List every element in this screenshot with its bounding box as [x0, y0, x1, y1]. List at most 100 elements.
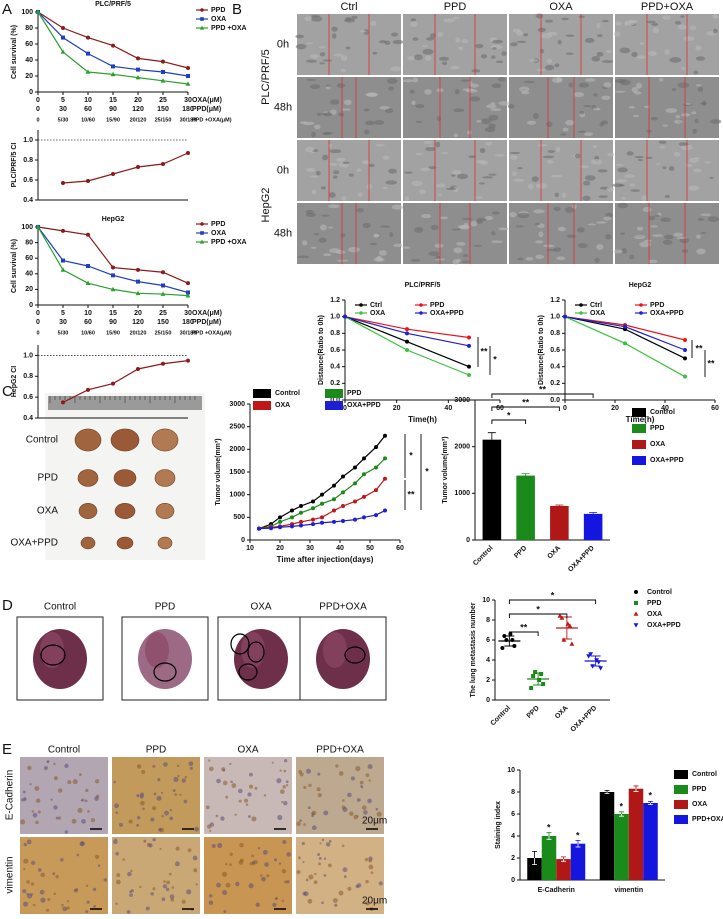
nucleus	[169, 816, 173, 821]
significance-label: **	[707, 358, 715, 368]
cell-texture	[415, 120, 423, 123]
cell-texture	[390, 32, 399, 37]
cell-texture	[389, 231, 394, 238]
nucleus	[211, 843, 216, 849]
nucleus	[43, 765, 49, 771]
nucleus	[283, 769, 287, 773]
cell-texture	[460, 79, 470, 82]
nucleus	[115, 811, 119, 815]
y-tick-label: 0.4	[330, 364, 340, 371]
x-row-label: 150	[157, 319, 169, 326]
nucleus	[215, 814, 219, 818]
legend-label: Control	[692, 771, 717, 778]
cell-texture	[491, 211, 500, 215]
point	[136, 165, 140, 169]
nucleus	[20, 819, 26, 825]
error-bar	[546, 832, 552, 836]
nucleus	[225, 795, 229, 799]
cell-texture	[523, 80, 535, 84]
point	[85, 280, 91, 285]
cell-texture	[322, 154, 329, 161]
nucleus	[356, 814, 359, 818]
cell-texture	[391, 204, 404, 210]
nucleus	[189, 766, 193, 770]
cell-texture	[510, 155, 518, 160]
point	[353, 517, 357, 522]
nucleus	[307, 898, 313, 904]
cell-texture	[700, 213, 712, 217]
x-tick-label: 60	[711, 405, 719, 412]
nucleus	[193, 868, 198, 873]
nucleus	[62, 906, 68, 912]
cell-texture	[414, 54, 423, 61]
cell-texture	[407, 56, 415, 61]
cell-texture	[305, 167, 316, 172]
y-tick-label: 100	[21, 9, 33, 16]
x-tick-label: 30	[184, 97, 192, 104]
cell-texture	[607, 152, 615, 157]
cell-texture	[410, 18, 417, 22]
y-tick-label: 60	[25, 41, 33, 48]
nucleus	[81, 818, 86, 824]
cell-texture	[484, 216, 494, 221]
point	[86, 51, 90, 56]
point	[278, 519, 282, 524]
nucleus	[22, 790, 26, 794]
nucleus	[284, 880, 288, 884]
cell-texture	[587, 223, 597, 226]
point	[85, 69, 91, 74]
cell-texture	[311, 189, 317, 195]
error-bar	[487, 432, 496, 440]
nucleus	[238, 788, 243, 794]
cell-texture	[321, 214, 330, 217]
cell-texture	[462, 217, 474, 221]
x-row-label: 5/30	[58, 117, 69, 123]
point	[531, 674, 536, 678]
nucleus	[264, 862, 269, 867]
point	[383, 508, 387, 513]
error-bar	[533, 672, 544, 686]
cell-line-label: HepG2	[260, 188, 272, 223]
legend-marker	[199, 25, 205, 30]
cell-texture	[525, 256, 534, 261]
cell-texture	[617, 167, 628, 173]
cell-texture	[574, 153, 581, 159]
metastasis-circle	[153, 662, 177, 682]
y-axis-label: Distance(Ratio to 0h)	[538, 315, 545, 385]
nucleus	[302, 891, 307, 896]
cell-texture	[678, 142, 689, 146]
cell-texture	[410, 21, 418, 27]
cell-texture	[311, 131, 316, 138]
nucleus	[115, 851, 119, 856]
nucleus	[136, 794, 140, 798]
legend-marker	[200, 222, 204, 226]
y-tick-label: 0.8	[23, 373, 33, 380]
cell-texture	[446, 187, 457, 191]
point	[86, 264, 90, 268]
point	[405, 348, 409, 352]
cell-texture	[613, 249, 623, 254]
x-axis-label: Time after injection(days)	[277, 555, 374, 564]
point	[500, 646, 505, 650]
x-tick-label: 0	[36, 310, 40, 317]
y-tick-label: 0.6	[550, 347, 560, 354]
nucleus	[209, 894, 213, 898]
legend-marker	[579, 303, 583, 307]
cell-texture	[453, 108, 465, 113]
y-tick-label: 60	[25, 255, 33, 262]
x-row-label: 60	[84, 319, 92, 326]
x-tick-label: 40	[336, 545, 344, 552]
cell-texture	[356, 168, 362, 173]
cell-texture	[556, 76, 562, 83]
cell-texture	[388, 168, 397, 174]
cell-texture	[538, 231, 544, 238]
cell-texture	[488, 114, 499, 121]
nucleus	[223, 909, 227, 913]
nucleus	[23, 858, 29, 864]
cell-texture	[385, 180, 398, 185]
nucleus	[338, 890, 344, 896]
point	[110, 71, 116, 77]
point	[311, 517, 315, 522]
x-tick-label: 20	[134, 97, 142, 104]
nucleus	[160, 791, 164, 794]
